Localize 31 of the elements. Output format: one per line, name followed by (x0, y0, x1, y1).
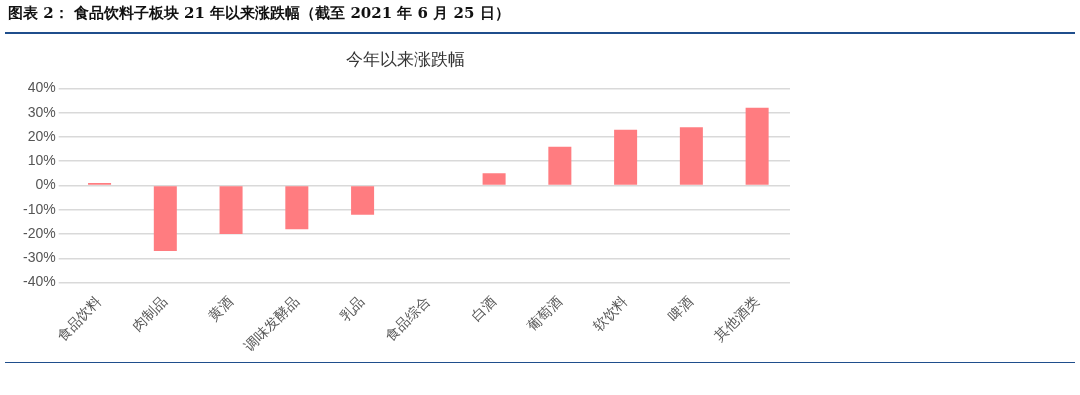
x-tick-label: 调味发酵品 (240, 293, 302, 354)
x-tick-label: 乳品 (336, 293, 368, 325)
chart-subtitle: 今年以来涨跌幅 (345, 48, 465, 69)
y-tick-label: 40% (27, 79, 56, 96)
bar (679, 127, 703, 185)
x-tick-label: 食品综合 (382, 293, 434, 345)
bar (745, 107, 769, 185)
y-tick-label: -40% (23, 273, 56, 290)
y-tick-label: 10% (27, 152, 56, 169)
bar (548, 146, 572, 185)
y-tick-label: -10% (23, 200, 56, 217)
x-tick-label: 白酒 (467, 293, 499, 325)
chart-title: 图表 2： 食品饮料子板块 21 年以来涨跌幅（截至 2021 年 6 月 25 日） (8, 4, 510, 23)
y-tick-label: -30% (23, 249, 56, 266)
x-tick-label: 食品饮料 (53, 293, 105, 345)
x-tick-label: 葡萄酒 (523, 293, 565, 335)
x-tick-label: 肉制品 (129, 293, 171, 335)
x-tick-label: 黄酒 (204, 293, 236, 325)
y-tick-label: -20% (23, 224, 56, 241)
bar (614, 129, 638, 185)
x-tick-label: 软饮料 (589, 293, 631, 335)
bar (351, 186, 375, 215)
y-tick-label: 20% (27, 127, 56, 144)
bar (153, 186, 177, 252)
x-tick-label: 其他酒类 (711, 293, 762, 345)
bar (285, 186, 309, 230)
bar (219, 186, 243, 235)
bar (482, 173, 506, 185)
x-tick-label: 啤酒 (665, 293, 697, 325)
y-tick-label: 30% (27, 103, 56, 120)
y-tick-label: 0% (35, 176, 56, 193)
